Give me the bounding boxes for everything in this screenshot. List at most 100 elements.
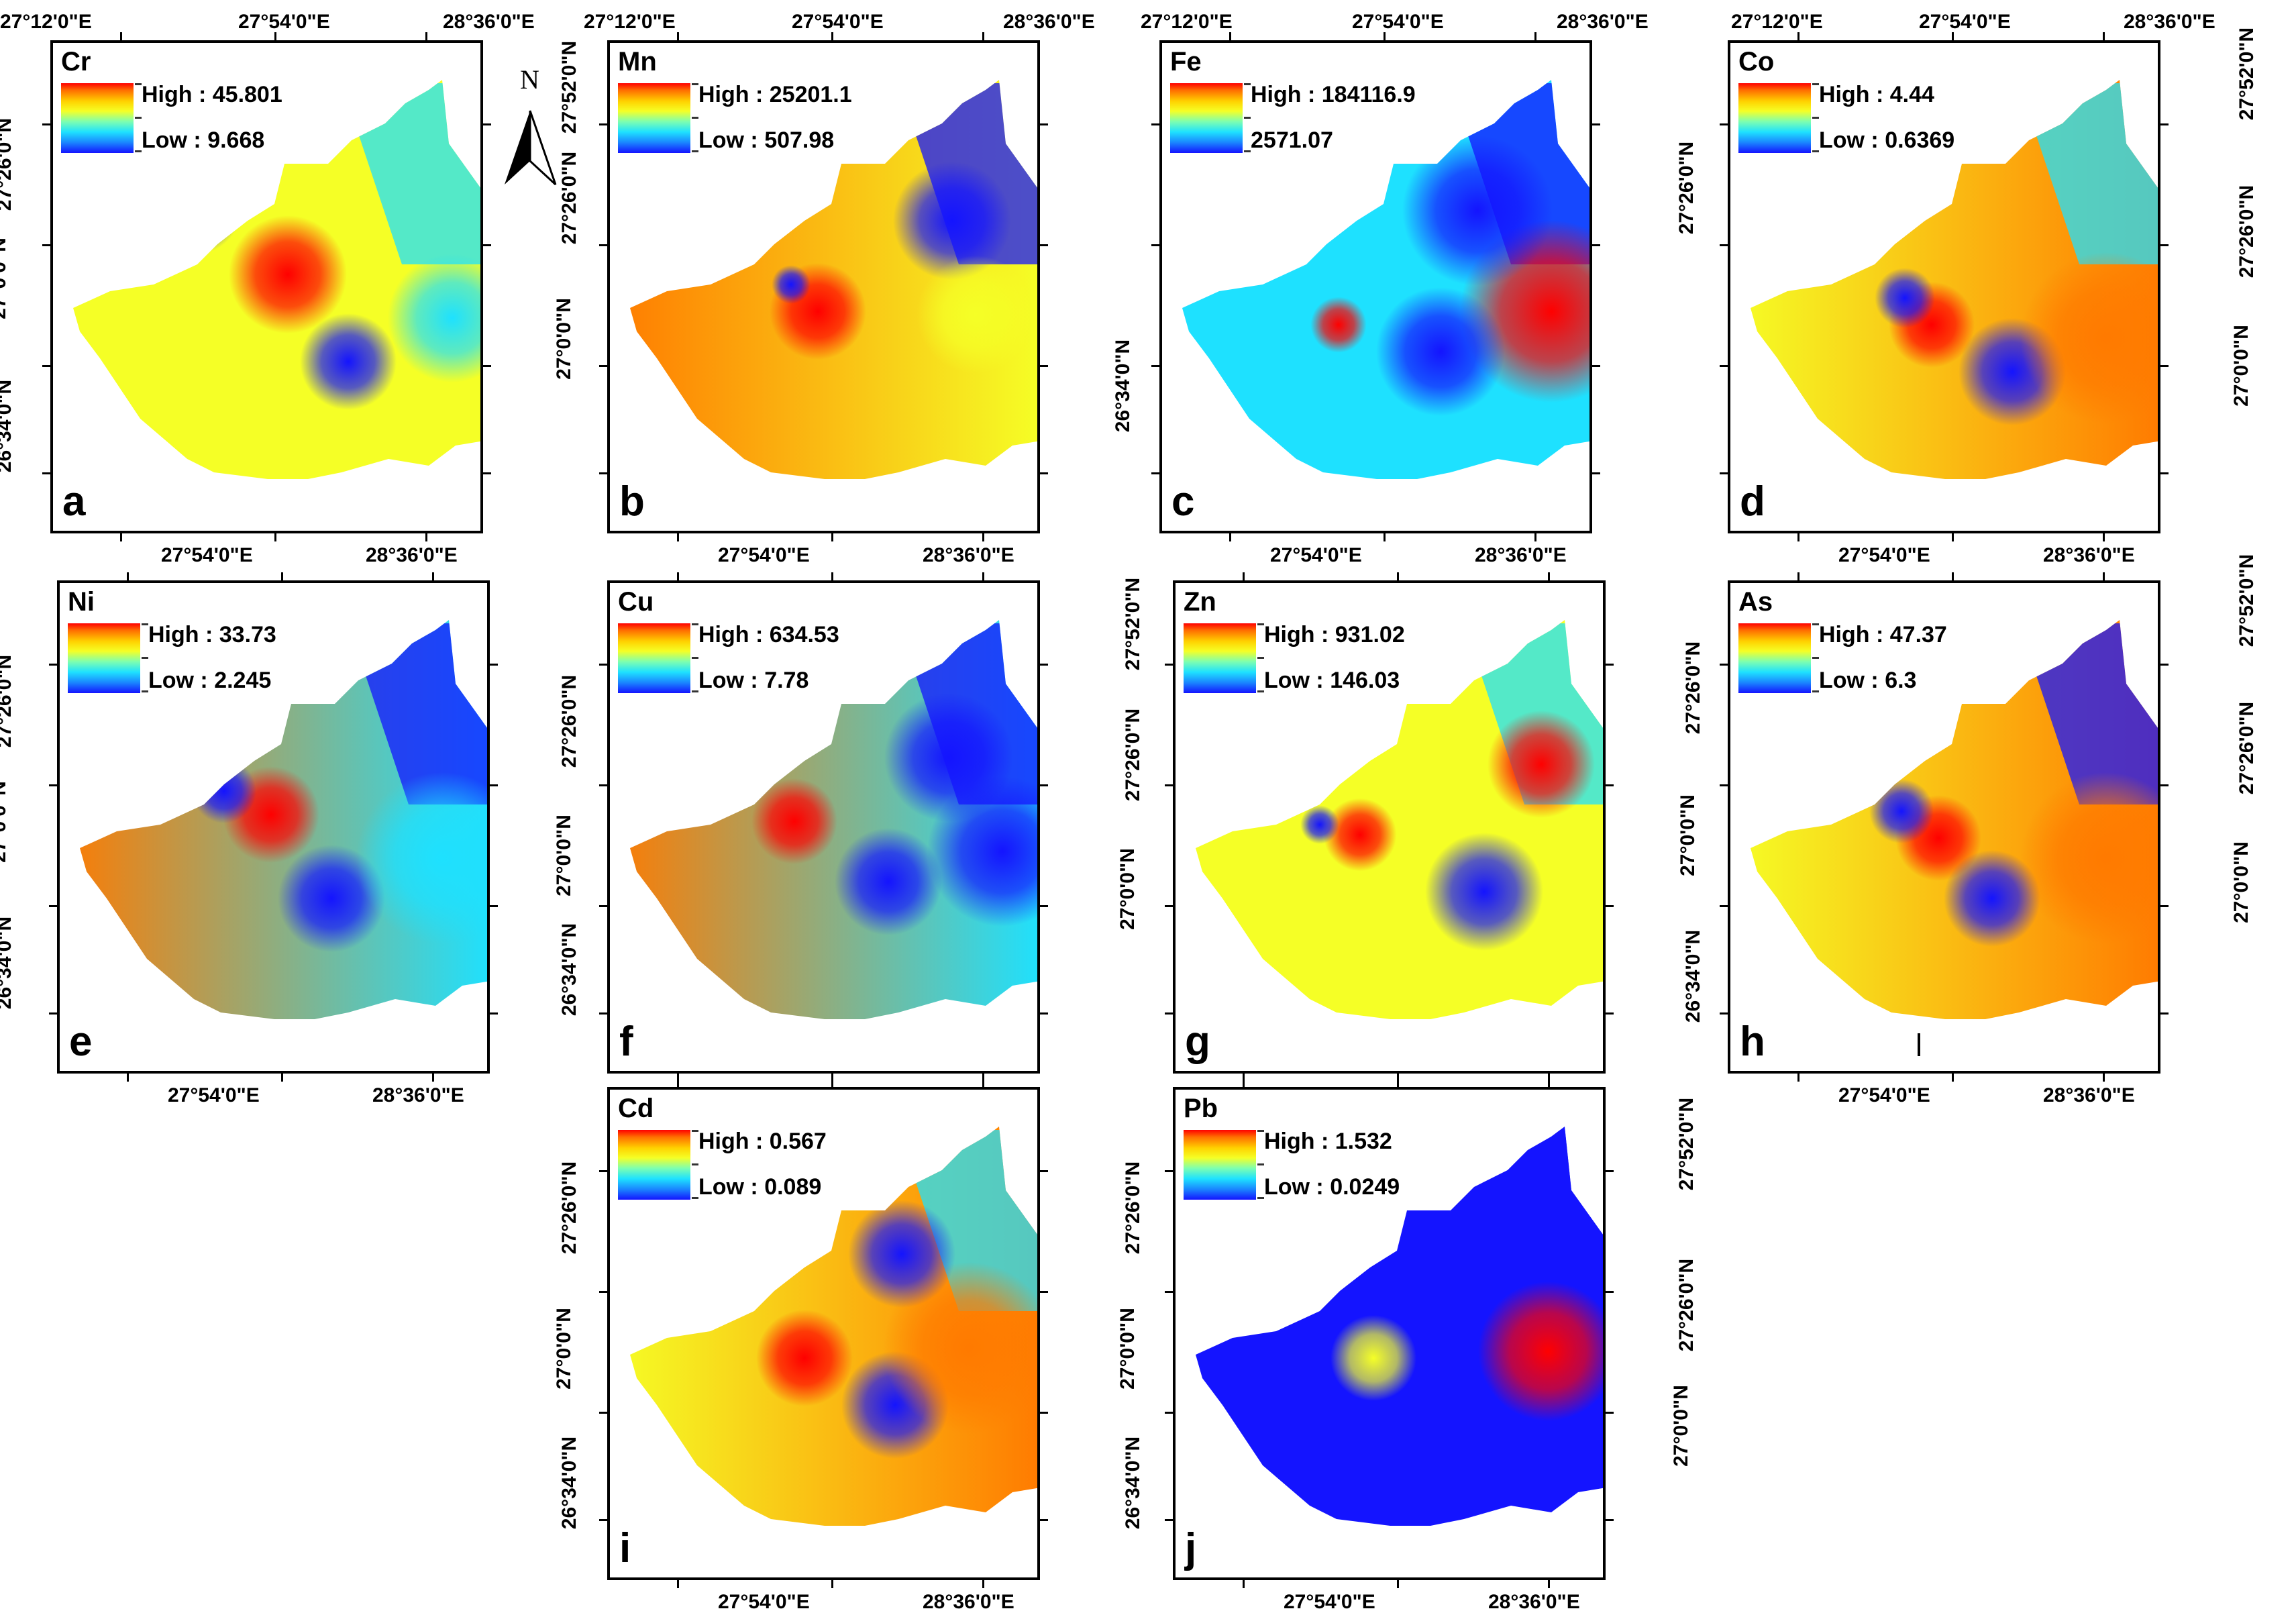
legend-high-value: High : 33.73 xyxy=(148,622,276,647)
graticule-tick xyxy=(1037,123,1048,125)
concentration-hotspot xyxy=(1478,1282,1603,1421)
map-panel-i: Cd High : 0.567 Low : 0.089 i xyxy=(599,1079,1048,1588)
graticule-tick xyxy=(1165,1519,1176,1521)
graticule-tick xyxy=(1037,1170,1048,1172)
element-label: Co xyxy=(1738,47,1775,76)
latitude-label: 27°26'0"N xyxy=(1682,641,1705,735)
map-panel-f: Cu High : 634.53 Low : 7.78 f xyxy=(599,572,1048,1082)
map-panel-j: Pb High : 1.532 Low : 0.0249 j xyxy=(1165,1079,1614,1588)
graticule-tick xyxy=(1603,1519,1614,1521)
legend-high-value: High : 4.44 xyxy=(1819,82,1934,107)
graticule-tick xyxy=(1720,123,1730,125)
legend-tick xyxy=(1257,690,1264,692)
graticule-tick xyxy=(599,1519,610,1521)
concentration-hotspot xyxy=(1402,136,1553,286)
longitude-label: 28°36'0"E xyxy=(372,1084,464,1106)
legend-color-ramp xyxy=(1170,83,1243,153)
latitude-label: 27°26'0"N xyxy=(558,151,581,245)
longitude-label: 27°54'0"E xyxy=(1838,544,1930,566)
concentration-hotspot xyxy=(893,162,1011,280)
legend-color-ramp xyxy=(618,83,690,153)
concentration-hotspot xyxy=(1488,711,1595,818)
concentration-hotspot xyxy=(1869,779,1934,843)
graticule-tick xyxy=(831,32,833,43)
interpolation-surface xyxy=(1196,620,1603,1019)
legend-color-ramp xyxy=(1184,1130,1256,1200)
interpolation-surface xyxy=(1196,1127,1603,1526)
legend-tick xyxy=(692,690,698,692)
legend-low-value: Low : 507.98 xyxy=(698,127,835,153)
interpolation-surface xyxy=(1751,620,2158,1019)
graticule-tick xyxy=(480,123,491,125)
graticule-tick xyxy=(1534,32,1536,43)
legend-low-value: Low : 0.6369 xyxy=(1819,127,1955,153)
graticule-tick xyxy=(1797,572,1799,583)
graticule-tick xyxy=(599,1012,610,1014)
graticule-tick xyxy=(1952,1071,1954,1082)
legend-tick xyxy=(1257,1130,1264,1132)
graticule-tick xyxy=(2158,123,2169,125)
longitude-label: 28°36'0"E xyxy=(2043,544,2135,566)
latitude-label: 27°0'0"N xyxy=(1116,1308,1139,1390)
panel-letter: d xyxy=(1740,478,1765,525)
legend-tick xyxy=(692,1130,698,1132)
graticule-tick xyxy=(1165,784,1176,786)
concentration-hotspot xyxy=(917,256,1035,374)
graticule-tick xyxy=(1037,784,1048,786)
interpolation-surface xyxy=(73,80,480,479)
legend-color-ramp xyxy=(1738,83,1811,153)
legend-tick xyxy=(1257,623,1264,625)
graticule-tick xyxy=(281,572,283,583)
longitude-label: 28°36'0"E xyxy=(2043,1084,2135,1106)
graticule-tick xyxy=(677,1079,679,1090)
longitude-label: 28°36'0"E xyxy=(1475,544,1567,566)
graticule-tick xyxy=(425,32,427,43)
longitude-label: 27°54'0"E xyxy=(718,1591,810,1613)
concentration-hotspot xyxy=(2020,772,2158,944)
graticule-tick xyxy=(1548,572,1550,583)
longitude-label: 28°36'0"E xyxy=(2124,11,2215,33)
graticule-tick xyxy=(480,244,491,246)
legend-tick xyxy=(1244,150,1251,152)
concentration-hotspot xyxy=(772,265,811,304)
longitude-label: 27°12'0"E xyxy=(1141,11,1233,33)
legend-tick xyxy=(1257,657,1264,659)
graticule-tick xyxy=(982,32,984,43)
graticule-tick xyxy=(1603,1412,1614,1414)
latitude-label: 27°26'0"N xyxy=(1675,1258,1698,1352)
map-panel-d: Co High : 4.44 Low : 0.6369 d xyxy=(1720,32,2169,541)
legend-color-ramp xyxy=(61,83,134,153)
element-label: Fe xyxy=(1170,47,1202,76)
graticule-tick xyxy=(677,1071,679,1082)
legend-tick xyxy=(692,150,698,152)
longitude-label: 27°12'0"E xyxy=(0,11,92,33)
graticule-tick xyxy=(1384,531,1386,541)
graticule-tick xyxy=(982,1577,984,1588)
map-panel-e: Ni High : 33.73 Low : 2.245 e xyxy=(49,572,498,1082)
graticule-tick xyxy=(49,1012,60,1014)
concentration-hotspot xyxy=(883,1262,1037,1434)
concentration-hotspot xyxy=(1310,297,1367,353)
legend-tick xyxy=(135,117,142,119)
graticule-tick xyxy=(599,1170,610,1172)
latitude-label: 26°34'0"N xyxy=(1112,339,1135,433)
legend-tick xyxy=(135,150,142,152)
latitude-label: 27°0'0"N xyxy=(1676,794,1699,876)
element-label: Mn xyxy=(618,47,657,76)
panel-letter: g xyxy=(1185,1019,1210,1065)
legend-tick xyxy=(692,1163,698,1165)
graticule-tick xyxy=(1151,244,1162,246)
graticule-tick xyxy=(2158,664,2169,666)
graticule-tick xyxy=(2158,244,2169,246)
graticule-tick xyxy=(599,905,610,907)
graticule-tick xyxy=(677,531,679,541)
concentration-hotspot xyxy=(1376,287,1505,416)
legend-low-value: Low : 7.78 xyxy=(698,668,809,693)
graticule-tick xyxy=(1589,365,1600,367)
legend-high-value: High : 45.801 xyxy=(142,82,282,107)
longitude-label: 27°54'0"E xyxy=(1919,11,2011,33)
legend-tick xyxy=(1812,83,1819,85)
graticule-tick xyxy=(1165,1170,1176,1172)
legend-tick xyxy=(1812,117,1819,119)
graticule-tick xyxy=(487,784,498,786)
